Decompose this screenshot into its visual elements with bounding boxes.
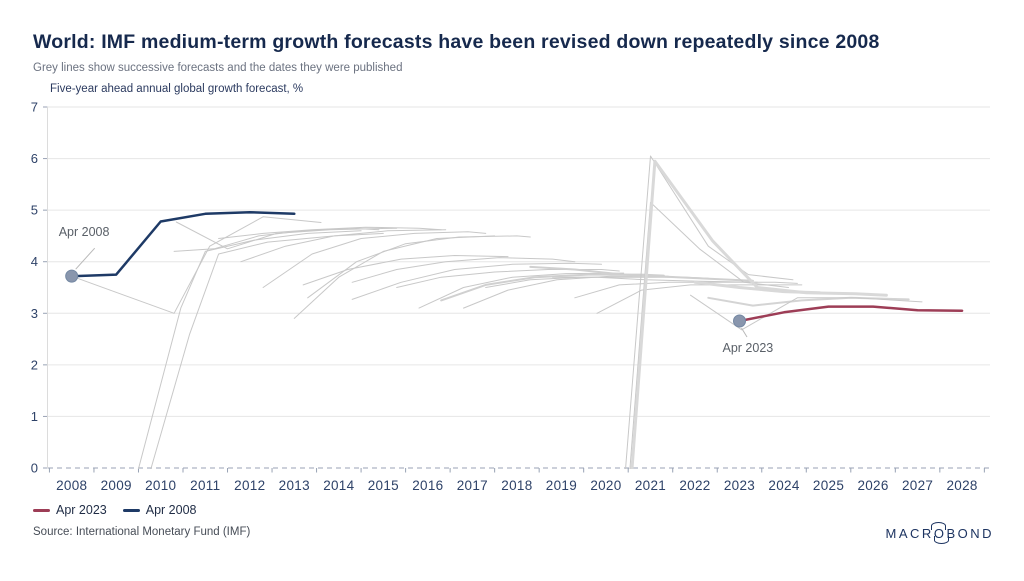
forecast-line (307, 235, 531, 299)
logo-orbit-o-icon: O (930, 522, 949, 544)
forecast-line (396, 269, 620, 288)
x-tick-label: 2011 (190, 478, 220, 493)
y-axis-heading: Five-year ahead annual global growth for… (50, 83, 304, 95)
annotation-label: Apr 2023 (723, 341, 774, 355)
legend-label-apr-2008: Apr 2008 (145, 503, 197, 517)
y-tick-label: 6 (31, 151, 38, 166)
legend-item-apr-2008: Apr 2008 (122, 503, 197, 517)
annotation-label: Apr 2008 (59, 225, 110, 239)
legend-label-apr-2023: Apr 2023 (56, 503, 107, 517)
x-tick-label: 2028 (946, 478, 977, 493)
forecast-line (625, 155, 794, 469)
marker-dot (733, 314, 746, 328)
forecast-line (137, 230, 362, 469)
x-tick-label: 2010 (145, 478, 176, 493)
y-tick-label: 0 (31, 461, 38, 476)
forecast-line (175, 221, 398, 250)
x-tick-label: 2021 (635, 478, 666, 493)
x-tick-label: 2023 (724, 478, 755, 493)
logo-text-pre: MACR (885, 526, 934, 541)
y-tick-label: 5 (31, 203, 38, 218)
series-group (70, 155, 964, 469)
page-title: World: IMF medium-term growth forecasts … (33, 31, 880, 53)
source-text: Source: International Monetary Fund (IMF… (33, 526, 251, 538)
legend-item-apr-2023: Apr 2023 (33, 503, 107, 517)
logo-text-post: BOND (946, 526, 994, 541)
x-tick-label: 2014 (323, 478, 354, 493)
x-tick-label: 2008 (56, 478, 87, 493)
y-tick-label: 1 (31, 409, 38, 424)
forecast-line (693, 280, 822, 295)
forecast-line (690, 294, 923, 331)
annotation-leader-line (75, 247, 96, 270)
forecast-line (629, 201, 789, 469)
legend-swatch-apr-2023 (33, 508, 50, 512)
x-tick-label: 2027 (902, 478, 933, 493)
forecast-line (463, 275, 669, 309)
x-tick-label: 2009 (101, 478, 132, 493)
x-tick-label: 2015 (368, 478, 399, 493)
marker-dot (65, 269, 79, 283)
x-tick-label: 2022 (679, 478, 710, 493)
forecast-line (262, 231, 487, 288)
line-apr-2023 (738, 305, 964, 323)
y-tick-label: 3 (31, 306, 38, 321)
x-tick-label: 2018 (501, 478, 532, 493)
x-tick-label: 2020 (590, 478, 621, 493)
x-tick-label: 2013 (279, 478, 310, 493)
forecast-line (302, 255, 509, 286)
forecast-line (418, 272, 625, 309)
forecast-line (240, 229, 447, 263)
forecast-line (218, 226, 442, 239)
legend-swatch-apr-2008 (122, 508, 140, 512)
legend: Apr 2023 Apr 2008 (33, 503, 196, 517)
page-subtitle: Grey lines show successive forecasts and… (33, 62, 403, 74)
x-tick-label: 2012 (234, 478, 265, 493)
y-tick-label: 7 (31, 100, 38, 115)
forecast-line (150, 232, 384, 469)
x-tick-label: 2016 (412, 478, 443, 493)
forecast-line (630, 159, 888, 469)
x-tick-label: 2019 (546, 478, 577, 493)
y-tick-label: 4 (31, 254, 38, 269)
forecast-line (529, 265, 754, 282)
x-tick-label: 2026 (857, 478, 888, 493)
x-tick-label: 2025 (813, 478, 844, 493)
annotation-leader-line (741, 327, 748, 338)
forecast-line (351, 262, 602, 300)
x-tick-label: 2017 (457, 478, 488, 493)
macrobond-logo: MACROBOND (885, 522, 994, 544)
forecast-line (71, 216, 322, 314)
x-tick-label: 2024 (768, 478, 799, 493)
y-tick-label: 2 (31, 357, 38, 372)
forecast-line (351, 257, 576, 283)
line-apr-2008 (70, 210, 296, 278)
